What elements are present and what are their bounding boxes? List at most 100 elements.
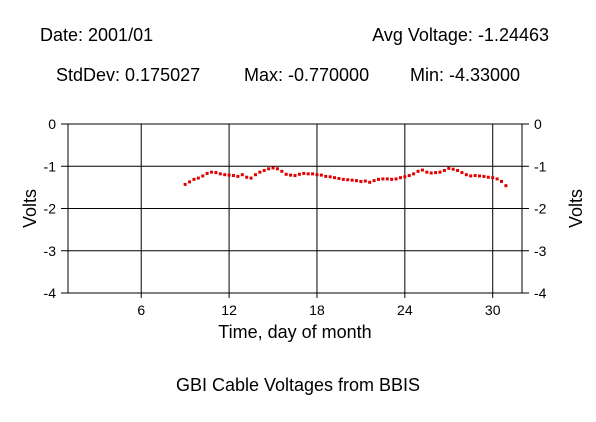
data-point (302, 171, 306, 175)
data-point (275, 167, 279, 171)
data-point (394, 177, 398, 181)
x-tick-label: 6 (137, 302, 145, 318)
data-point (196, 176, 200, 180)
data-point (280, 169, 284, 173)
data-point (223, 173, 227, 177)
grid-lines (68, 123, 522, 294)
data-point (416, 169, 420, 173)
chart-caption: GBI Cable Voltages from BBIS (175, 375, 421, 395)
data-point (337, 177, 341, 181)
data-point (218, 172, 222, 176)
y-tick-label-right: -4 (534, 285, 547, 301)
data-point (469, 174, 473, 178)
data-point (482, 174, 486, 178)
data-point (306, 172, 310, 176)
y-tick-label-left: -2 (44, 201, 57, 217)
data-point (201, 174, 205, 178)
data-point (495, 177, 499, 181)
y-tick-label-right: -3 (534, 243, 547, 259)
data-point (363, 179, 367, 183)
y-tick-label-left: -1 (44, 158, 57, 174)
data-point (346, 178, 350, 182)
data-point (451, 167, 455, 171)
data-point (192, 177, 196, 181)
data-point (267, 167, 271, 171)
data-point (385, 177, 389, 181)
y-tick-label-left: -4 (44, 285, 57, 301)
date-label: Date: 2001/01 (40, 25, 154, 45)
data-point (464, 173, 468, 177)
data-point (499, 179, 503, 183)
data-point (390, 177, 394, 181)
data-point (297, 172, 301, 176)
data-point (381, 177, 385, 181)
data-point (491, 176, 495, 180)
data-point (403, 175, 407, 179)
data-point (460, 171, 464, 175)
data-point (478, 174, 482, 178)
data-point (205, 171, 209, 175)
data-point (429, 171, 433, 175)
data-point (293, 174, 297, 178)
stddev-label: StdDev: 0.175027 (56, 65, 201, 85)
y-tick-label-right: -2 (534, 201, 547, 217)
data-point (214, 171, 218, 175)
data-point (284, 172, 288, 176)
data-point (328, 175, 332, 179)
data-point (359, 179, 363, 183)
data-point (504, 184, 508, 188)
data-point (420, 168, 424, 172)
data-point (398, 176, 402, 180)
data-point (376, 177, 380, 181)
data-point (236, 174, 240, 178)
data-point (473, 174, 477, 178)
data-point (245, 175, 249, 179)
data-point (350, 178, 354, 182)
x-tick-label: 24 (397, 302, 413, 318)
data-point (253, 173, 257, 177)
data-point (333, 176, 337, 180)
data-point (249, 176, 253, 180)
y-tick-label-right: 0 (534, 116, 542, 132)
x-axis-label: Time, day of month (218, 322, 371, 342)
data-point (311, 172, 315, 176)
data-point (368, 180, 372, 184)
data-point (407, 174, 411, 178)
data-point (442, 168, 446, 172)
data-point (447, 166, 451, 170)
y-tick-label-left: 0 (48, 116, 56, 132)
x-tick-label: 30 (485, 302, 501, 318)
data-point (355, 179, 359, 183)
data-points (183, 166, 508, 188)
x-tick-label: 12 (221, 302, 237, 318)
data-point (456, 168, 460, 172)
data-point (188, 180, 192, 184)
y-ticks: 0 0 -1 -1 -2 -2 -3 -3 -4 -4 (44, 116, 547, 301)
data-point (289, 173, 293, 177)
x-tick-label: 18 (309, 302, 325, 318)
data-point (258, 170, 262, 174)
data-point (315, 173, 319, 177)
data-point (210, 170, 214, 174)
avg-voltage-label: Avg Voltage: -1.24463 (372, 25, 549, 45)
data-point (341, 177, 345, 181)
data-point (438, 170, 442, 174)
y-tick-label-right: -1 (534, 158, 547, 174)
min-label: Min: -4.33000 (410, 65, 521, 85)
data-point (412, 172, 416, 176)
data-point (271, 166, 275, 170)
data-point (231, 174, 235, 178)
max-label: Max: -0.770000 (244, 65, 370, 85)
y-axis-label-right: Volts (566, 189, 586, 228)
data-point (183, 182, 187, 186)
data-point (434, 171, 438, 175)
data-point (262, 168, 266, 172)
data-point (319, 173, 323, 177)
y-tick-label-left: -3 (44, 243, 57, 259)
data-point (486, 175, 490, 179)
y-axis-label-left: Volts (20, 189, 40, 228)
data-point (240, 173, 244, 177)
data-point (425, 170, 429, 174)
data-point (324, 174, 328, 178)
